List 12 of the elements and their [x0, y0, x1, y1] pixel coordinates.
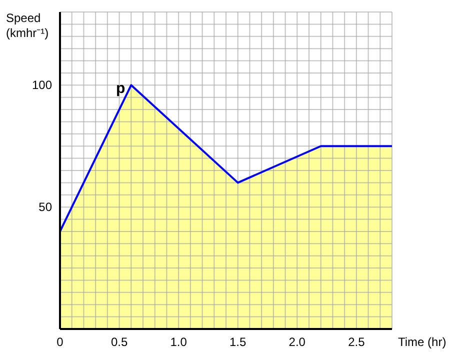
x-axis-title: Time (hr) — [398, 335, 446, 349]
x-tick-label: 1.5 — [230, 335, 247, 349]
x-tick-label: 1.0 — [170, 335, 188, 349]
x-tick-label: 0.5 — [110, 335, 128, 349]
y-tick-label: 100 — [32, 78, 52, 92]
x-tick-label: 0 — [56, 335, 64, 349]
line-series — [59, 84, 393, 232]
y-axis-title: Speed (kmhr⁻¹) — [6, 11, 49, 40]
annotation: p — [116, 80, 126, 98]
x-tick-label: 2.5 — [348, 335, 366, 349]
y-tick-label: 50 — [38, 200, 52, 214]
x-tick-label: 2.0 — [288, 335, 306, 349]
